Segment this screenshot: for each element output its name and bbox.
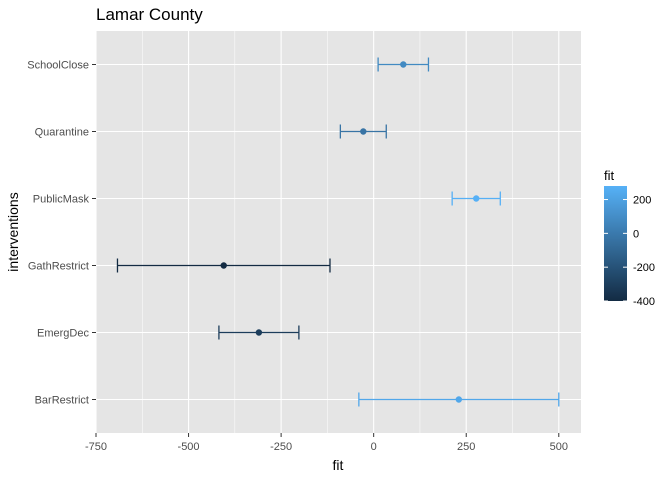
error-bar-publicmask (451, 191, 501, 206)
error-bar-barrestrict (358, 392, 560, 407)
legend-ticks: 200 0 -200 -400 (604, 195, 655, 308)
fit-point (360, 128, 367, 135)
y-axis: SchoolClose Quarantine PublicMask GathRestr… (27, 60, 96, 407)
x-tick-label: -250 (270, 441, 292, 453)
legend-tick-label: 0 (633, 228, 639, 240)
x-axis-title: fit (333, 457, 344, 473)
fit-point (400, 61, 407, 68)
error-bars (116, 57, 560, 407)
plot-panel (96, 31, 581, 433)
fit-point (220, 262, 227, 269)
legend-colorbar (604, 186, 627, 301)
y-axis-title: interventions (5, 192, 21, 271)
x-tick-label: 0 (371, 441, 377, 453)
error-bar-emergdec (218, 325, 300, 340)
y-tick-label: EmergDec (37, 328, 89, 340)
y-tick-label: PublicMask (33, 194, 90, 206)
y-tick-label: Quarantine (35, 127, 89, 139)
x-tick-label: 500 (550, 441, 568, 453)
error-bar-schoolclose (377, 57, 430, 72)
legend-tick-label: -400 (633, 296, 655, 308)
y-tick-label: GathRestrict (28, 261, 89, 273)
x-tick-label: 250 (457, 441, 475, 453)
x-axis: -750 -500 -250 0 250 500 (85, 433, 568, 453)
legend-tick-label: 200 (633, 195, 651, 207)
legend-title: fit (604, 168, 615, 183)
fit-point (473, 195, 480, 202)
error-bar-gathrestrict (116, 258, 331, 273)
chart-title: Lamar County (96, 5, 203, 24)
legend-tick-label: -200 (633, 262, 655, 274)
x-tick-label: -750 (85, 441, 107, 453)
y-tick-label: BarRestrict (35, 395, 89, 407)
y-tick-label: SchoolClose (27, 60, 89, 72)
x-tick-label: -500 (178, 441, 200, 453)
fit-point (455, 396, 463, 403)
color-legend: fit 200 0 -200 -400 (604, 168, 655, 308)
fit-point (255, 329, 263, 336)
error-bar-quarantine (339, 124, 387, 139)
